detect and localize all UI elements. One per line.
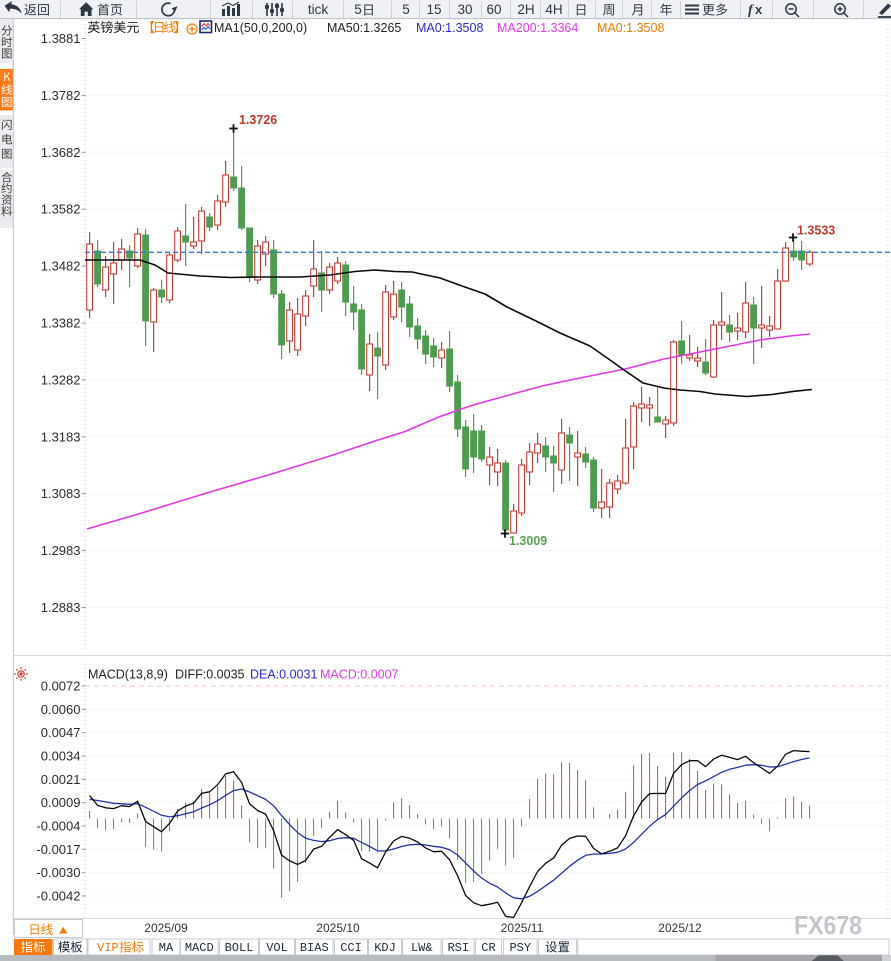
svg-text:CR: CR xyxy=(481,941,495,955)
svg-text:MACD: MACD xyxy=(185,941,214,955)
svg-text:MACD(13,8,9): MACD(13,8,9) xyxy=(88,668,168,682)
svg-text:1.3881: 1.3881 xyxy=(41,31,81,46)
svg-text:CCI: CCI xyxy=(340,941,362,955)
svg-text:30: 30 xyxy=(457,2,472,17)
svg-text:1.3183: 1.3183 xyxy=(41,429,81,444)
svg-text:5: 5 xyxy=(354,2,362,17)
svg-text:-0.0017: -0.0017 xyxy=(36,842,80,857)
svg-text:x: x xyxy=(755,2,763,17)
svg-text:MA0:1.3508: MA0:1.3508 xyxy=(597,21,664,35)
svg-text:60: 60 xyxy=(486,2,501,17)
svg-text:0.0009: 0.0009 xyxy=(41,795,81,810)
svg-text:0.0047: 0.0047 xyxy=(41,725,81,740)
svg-text:4H: 4H xyxy=(545,2,562,17)
svg-text:PSY: PSY xyxy=(509,941,531,955)
svg-text:1.3726: 1.3726 xyxy=(239,113,277,127)
svg-text:KDJ: KDJ xyxy=(374,941,396,955)
svg-text:BIAS: BIAS xyxy=(300,941,329,955)
svg-text:1.2883: 1.2883 xyxy=(41,600,81,615)
svg-text:2025/09: 2025/09 xyxy=(144,921,188,935)
svg-text:LW&: LW& xyxy=(411,941,433,955)
svg-text:0.0034: 0.0034 xyxy=(41,748,81,763)
svg-text:1.2983: 1.2983 xyxy=(41,543,81,558)
svg-text:MA50:1.3265: MA50:1.3265 xyxy=(327,21,401,35)
svg-text:-0.0004: -0.0004 xyxy=(36,818,80,833)
svg-text:MA0:1.3508: MA0:1.3508 xyxy=(416,21,483,35)
svg-text:f: f xyxy=(748,3,754,18)
svg-text:-0.0042: -0.0042 xyxy=(36,888,80,903)
svg-text:-0.0030: -0.0030 xyxy=(36,865,80,880)
svg-text:1.3009: 1.3009 xyxy=(509,534,547,548)
svg-text:1.3282: 1.3282 xyxy=(41,372,81,387)
svg-text:2H: 2H xyxy=(517,2,534,17)
svg-text:1.3083: 1.3083 xyxy=(41,486,81,501)
svg-text:1.3533: 1.3533 xyxy=(797,224,835,238)
svg-text:15: 15 xyxy=(426,2,441,17)
svg-text:RSI: RSI xyxy=(447,941,469,955)
svg-text:tick: tick xyxy=(308,2,329,17)
svg-text:DEA:0.0031: DEA:0.0031 xyxy=(250,668,317,682)
svg-text:BOLL: BOLL xyxy=(225,941,254,955)
svg-text:1.3682: 1.3682 xyxy=(41,145,81,160)
svg-text:2025/11: 2025/11 xyxy=(501,921,544,935)
svg-text:DIFF:0.0035: DIFF:0.0035 xyxy=(175,668,245,682)
svg-text:1.3382: 1.3382 xyxy=(41,316,81,331)
svg-text:5: 5 xyxy=(402,2,410,17)
svg-text:VOL: VOL xyxy=(266,941,288,955)
svg-text:0.0072: 0.0072 xyxy=(41,679,81,694)
svg-text:MA200:1.3364: MA200:1.3364 xyxy=(497,21,578,35)
svg-text:MA1(50,0,200,0): MA1(50,0,200,0) xyxy=(214,21,307,35)
svg-text:MACD:0.0007: MACD:0.0007 xyxy=(320,668,399,682)
svg-text:0.0060: 0.0060 xyxy=(41,702,81,717)
svg-text:FX678: FX678 xyxy=(794,910,862,940)
svg-text:1.3782: 1.3782 xyxy=(41,88,81,103)
svg-text:MA: MA xyxy=(159,941,174,955)
svg-text:2025/12: 2025/12 xyxy=(658,921,702,935)
svg-text:VIP: VIP xyxy=(97,941,119,955)
svg-text:2025/10: 2025/10 xyxy=(316,921,360,935)
svg-text:1.3482: 1.3482 xyxy=(41,259,81,274)
svg-text:0.0021: 0.0021 xyxy=(41,772,81,787)
svg-text:1.3582: 1.3582 xyxy=(41,202,81,217)
